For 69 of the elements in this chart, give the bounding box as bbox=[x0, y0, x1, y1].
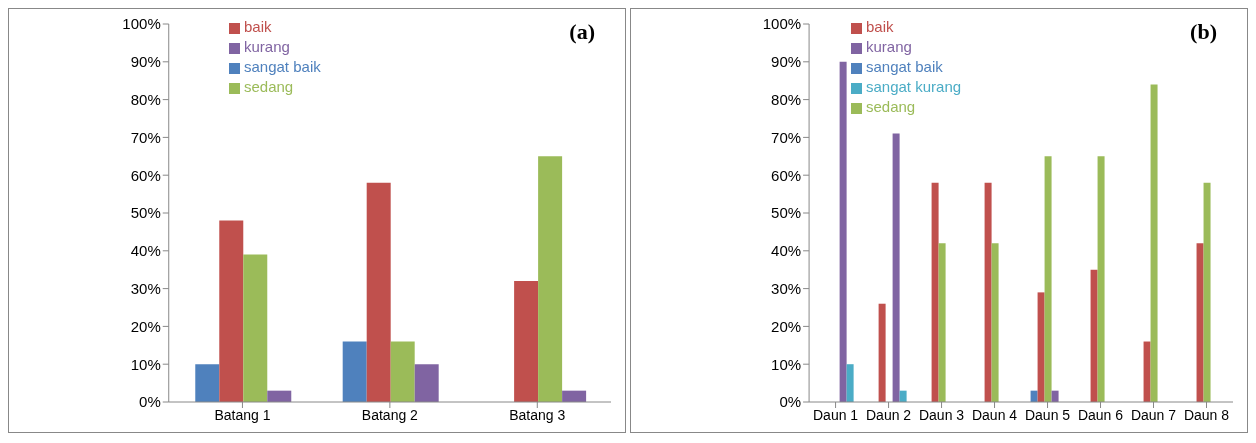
x-tick-label: Batang 2 bbox=[361, 406, 419, 423]
bar bbox=[342, 341, 367, 402]
y-tick-label: 100% bbox=[762, 15, 802, 33]
y-tick-label: 10% bbox=[130, 355, 161, 373]
bar bbox=[991, 243, 999, 402]
bar bbox=[931, 182, 939, 402]
y-tick-label: 20% bbox=[130, 317, 161, 335]
bar bbox=[846, 364, 854, 402]
bar bbox=[390, 341, 415, 402]
legend-label: baik bbox=[244, 18, 272, 35]
bar bbox=[243, 254, 268, 402]
legend-label: sangat baik bbox=[866, 58, 943, 75]
y-tick-label: 20% bbox=[771, 317, 802, 335]
y-tick-label: 40% bbox=[771, 242, 802, 260]
y-tick-label: 30% bbox=[130, 279, 161, 297]
y-tick-label: 50% bbox=[130, 204, 161, 222]
x-tick-label: Daun 7 bbox=[1130, 406, 1177, 423]
x-tick-label: Daun 2 bbox=[865, 406, 912, 423]
bar bbox=[514, 281, 539, 402]
bar bbox=[984, 182, 992, 402]
bar bbox=[414, 364, 439, 402]
y-tick-label: 50% bbox=[771, 204, 802, 222]
y-tick-label: 80% bbox=[130, 90, 161, 108]
x-tick-label: Daun 5 bbox=[1024, 406, 1071, 423]
y-tick-label: 70% bbox=[771, 128, 802, 146]
bar bbox=[1044, 156, 1052, 402]
y-tick-label: 70% bbox=[130, 128, 161, 146]
y-tick-label: 60% bbox=[771, 166, 802, 184]
annotation: (b) bbox=[1190, 19, 1217, 45]
y-tick-label: 30% bbox=[771, 279, 802, 297]
legend-label: sedang bbox=[244, 78, 294, 95]
bar bbox=[892, 133, 900, 402]
y-tick-label: 80% bbox=[771, 90, 802, 108]
legend-label: kurang bbox=[244, 38, 290, 55]
bar bbox=[878, 303, 886, 402]
y-tick-label: 60% bbox=[130, 166, 161, 184]
y-tick-label: 10% bbox=[771, 355, 802, 373]
annotation: (a) bbox=[569, 19, 595, 45]
y-tick-label: 0% bbox=[139, 393, 161, 411]
bar bbox=[839, 61, 847, 402]
y-tick-label: 40% bbox=[130, 242, 161, 260]
legend-label: sangat baik bbox=[244, 58, 321, 75]
bar bbox=[1196, 243, 1204, 402]
legend-label: kurang bbox=[866, 38, 912, 55]
bar bbox=[1037, 292, 1045, 402]
bar bbox=[1097, 156, 1105, 402]
legend-label: sedang bbox=[866, 98, 916, 115]
x-tick-label: Daun 6 bbox=[1077, 406, 1124, 423]
x-tick-label: Batang 3 bbox=[509, 406, 566, 423]
bar bbox=[1143, 341, 1151, 402]
bar bbox=[195, 364, 220, 402]
legend-label: baik bbox=[866, 18, 894, 35]
bar bbox=[938, 243, 946, 402]
bar bbox=[219, 220, 244, 402]
x-tick-label: Daun 3 bbox=[918, 406, 965, 423]
y-tick-label: 90% bbox=[130, 53, 161, 71]
x-tick-label: Daun 8 bbox=[1183, 406, 1230, 423]
y-tick-label: 100% bbox=[122, 15, 161, 33]
bar bbox=[1203, 182, 1211, 402]
bar bbox=[366, 182, 391, 402]
bar bbox=[538, 156, 563, 402]
bar bbox=[1150, 84, 1158, 402]
x-tick-label: Batang 1 bbox=[214, 406, 271, 423]
x-tick-label: Daun 4 bbox=[971, 406, 1018, 423]
x-tick-label: Daun 1 bbox=[813, 406, 859, 423]
y-tick-label: 0% bbox=[779, 393, 802, 411]
y-tick-label: 90% bbox=[771, 53, 802, 71]
bar bbox=[1090, 269, 1098, 402]
legend-label: sangat kurang bbox=[866, 78, 962, 95]
